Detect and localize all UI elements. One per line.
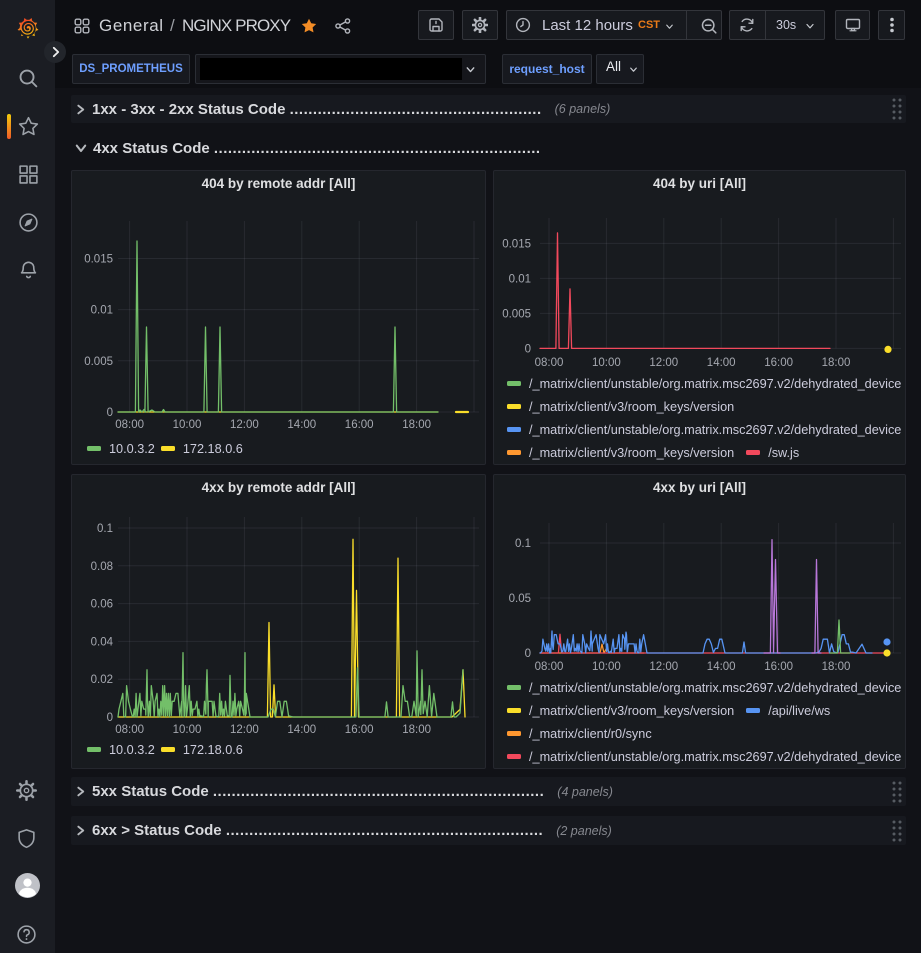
svg-text:0.01: 0.01	[91, 305, 113, 317]
svg-text:10:00: 10:00	[592, 661, 621, 673]
svg-text:0.1: 0.1	[97, 523, 113, 535]
svg-text:0.02: 0.02	[91, 674, 113, 686]
svg-text:14:00: 14:00	[707, 357, 736, 369]
svg-text:16:00: 16:00	[764, 661, 793, 673]
svg-text:08:00: 08:00	[115, 419, 144, 431]
svg-text:16:00: 16:00	[345, 724, 374, 736]
svg-text:0.015: 0.015	[84, 254, 113, 266]
svg-text:10:00: 10:00	[173, 724, 202, 736]
svg-text:14:00: 14:00	[287, 724, 316, 736]
svg-text:08:00: 08:00	[535, 661, 564, 673]
svg-text:10:00: 10:00	[592, 357, 621, 369]
svg-text:12:00: 12:00	[649, 661, 678, 673]
svg-text:0.05: 0.05	[509, 593, 531, 605]
svg-text:18:00: 18:00	[822, 357, 851, 369]
svg-text:12:00: 12:00	[230, 419, 259, 431]
svg-text:18:00: 18:00	[822, 661, 851, 673]
svg-text:0.01: 0.01	[509, 273, 531, 285]
svg-text:0: 0	[525, 343, 531, 355]
svg-text:0: 0	[525, 648, 531, 660]
svg-text:0.1: 0.1	[515, 538, 531, 550]
svg-text:0.04: 0.04	[91, 636, 114, 648]
svg-text:12:00: 12:00	[230, 724, 259, 736]
svg-text:0.08: 0.08	[91, 561, 113, 573]
svg-text:0: 0	[107, 407, 113, 419]
svg-text:08:00: 08:00	[115, 724, 144, 736]
svg-text:16:00: 16:00	[764, 357, 793, 369]
svg-text:10:00: 10:00	[173, 419, 202, 431]
svg-text:0: 0	[107, 712, 113, 724]
svg-text:14:00: 14:00	[287, 419, 316, 431]
svg-text:0.015: 0.015	[502, 238, 531, 250]
svg-text:14:00: 14:00	[707, 661, 736, 673]
svg-text:18:00: 18:00	[402, 724, 431, 736]
svg-text:16:00: 16:00	[345, 419, 374, 431]
svg-text:18:00: 18:00	[402, 419, 431, 431]
svg-text:0.005: 0.005	[84, 356, 113, 368]
svg-text:0.005: 0.005	[502, 308, 531, 320]
svg-text:12:00: 12:00	[649, 357, 678, 369]
svg-text:0.06: 0.06	[91, 599, 113, 611]
svg-text:08:00: 08:00	[535, 357, 564, 369]
